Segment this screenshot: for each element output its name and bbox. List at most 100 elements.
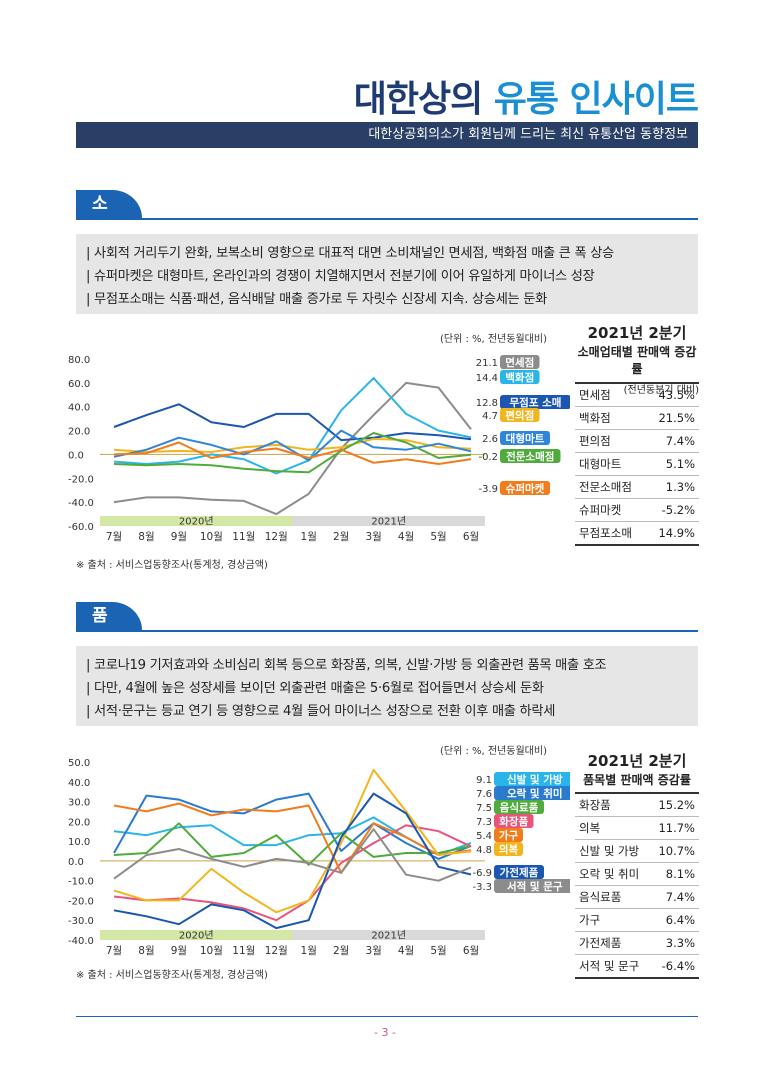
section2-table-year: 2021년 2분기 [587, 752, 687, 770]
section1-table-year: 2021년 2분기 [587, 324, 687, 342]
series-line [113, 792, 472, 930]
series-end-value: -6.9 [472, 868, 492, 879]
retail-table-value: 21.5% [646, 406, 699, 430]
section2-summary-line: | 다만, 4월에 높은 성장세를 보이던 외출관련 매출은 5·6월로 접어들… [86, 681, 544, 696]
retail-table-label: 슈퍼마켓 [575, 498, 647, 522]
y-tick-label: 0.0 [68, 857, 84, 868]
series-legend-badge [494, 772, 570, 786]
series-end-value: 7.3 [476, 817, 492, 828]
series-line [113, 822, 472, 866]
retail-table-label: 전문소매점 [575, 475, 647, 499]
series-end-value: -0.2 [478, 452, 498, 463]
y-tick-label: -30.0 [68, 916, 94, 927]
retail-table-value: 43.5% [646, 382, 699, 407]
x-tick-label: 5월 [430, 531, 446, 543]
product-table-row: 신발 및 가방 10.7% [575, 839, 699, 863]
retail-table-row: 전문소매점 1.3% [575, 475, 699, 499]
series-end-value: 4.8 [476, 845, 492, 856]
section2-summary: | 코로나19 기저효과와 소비심리 회복 등으로 화장품, 의복, 신발·가방… [76, 646, 698, 726]
x-tick-label: 7월 [106, 531, 122, 543]
page-number: - 3 - [374, 1026, 396, 1039]
series-name: 편의점 [505, 409, 534, 422]
retail-table-label: 대형마트 [575, 452, 647, 476]
y-tick-label: -60.0 [68, 522, 94, 533]
x-tick-label: 6월 [463, 945, 479, 957]
product-table-label: 가구 [575, 908, 650, 932]
series-name: 오락 및 취미 [507, 787, 563, 800]
retail-table-value: -5.2% [646, 498, 699, 522]
series-line [113, 828, 472, 882]
series-line [113, 792, 472, 860]
series-end-value: 2.6 [482, 434, 498, 445]
retail-table-label: 편의점 [575, 429, 647, 453]
product-table-value: 7.4% [650, 885, 699, 909]
series-legend-badge [500, 395, 570, 409]
series-name: 서적 및 문구 [507, 880, 563, 893]
section1-summary-line: | 슈퍼마켓은 대형마트, 온라인과의 경쟁이 치열해지면서 전분기에 이어 유… [86, 269, 595, 284]
product-chart: 50.0 40.0 30.0 20.0 10.0 0.0 -10.0 -20.0 -30.0 -4… [68, 758, 570, 957]
y-tick-label: -40.0 [68, 498, 94, 509]
page-title: 대한상의 유통 인사이트 [0, 70, 699, 122]
section2-unit: (단위 : %, 전년동월대비) [440, 746, 547, 757]
series-legend-badge [494, 842, 523, 856]
series-name: 가전제품 [500, 866, 539, 879]
period-bar-2020 [100, 516, 293, 526]
subtitle: 대한상공회의소가 회원님께 드리는 최신 유통산업 동향정보 [368, 127, 688, 142]
product-table-value: 6.4% [650, 908, 699, 932]
series-line [113, 429, 472, 462]
y-tick-label: 20.0 [68, 427, 90, 438]
series-legend-badge [494, 828, 523, 842]
product-table-value: 3.3% [650, 931, 699, 955]
x-tick-label: 8월 [138, 531, 154, 543]
period-label: 2020년 [179, 516, 214, 528]
series-name: 전문소매점 [506, 450, 554, 463]
x-tick-label: 11월 [232, 531, 255, 543]
section2-divider [76, 630, 698, 632]
product-table-value: -6.4% [650, 954, 699, 979]
series-line [113, 802, 472, 874]
series-name: 의복 [499, 843, 519, 856]
product-table-row: 가구 6.4% [575, 908, 699, 932]
y-tick-label: 30.0 [68, 798, 90, 809]
page-title-part1: 대한상의 [353, 79, 483, 120]
x-tick-label: 9월 [171, 945, 187, 957]
section2-summary-line: | 서적·문구는 등교 연기 등 영향으로 4월 들어 마이너스 성장으로 전환… [86, 704, 556, 719]
product-table-row: 화장품 15.2% [575, 792, 699, 817]
product-table-label: 서적 및 문구 [575, 954, 650, 979]
series-line [113, 768, 472, 914]
product-table-label: 오락 및 취미 [575, 862, 650, 886]
series-name: 백화점 [505, 371, 534, 384]
series-end-value: 9.1 [476, 775, 492, 786]
retail-table-row: 대형마트 5.1% [575, 452, 699, 476]
series-line [113, 377, 472, 475]
section2-table-subtitle: 품목별 판매액 증감률 [583, 773, 691, 787]
x-tick-label: 12월 [265, 945, 288, 957]
x-tick-label: 3월 [365, 531, 381, 543]
series-legend-badge [494, 865, 544, 879]
product-table-row: 서적 및 문구 -6.4% [575, 954, 699, 979]
y-tick-label: 50.0 [68, 758, 90, 769]
series-legend-badge [500, 449, 561, 463]
x-tick-label: 12월 [265, 531, 288, 543]
y-tick-label: 80.0 [68, 355, 90, 366]
series-end-value: -3.3 [472, 882, 492, 893]
retail-table-row: 편의점 7.4% [575, 429, 699, 453]
series-legend-badge [500, 355, 540, 369]
section2-source: ※ 출처 : 서비스업동향조사(통계청, 경상금액) [76, 970, 268, 981]
series-legend-badge [494, 786, 570, 800]
period-bar-2021 [292, 516, 485, 526]
series-name: 음식료품 [500, 801, 539, 814]
y-tick-label: 40.0 [68, 403, 90, 414]
retail-table-value: 1.3% [646, 475, 699, 499]
series-legend-badge [494, 800, 544, 814]
series-line [113, 437, 472, 453]
series-legend-badge [494, 814, 534, 828]
section1-summary-line: | 무점포소매는 식품·패션, 음식배달 매출 증가로 두 자릿수 신장세 지속… [86, 292, 547, 307]
section2-table: 화장품 15.2% 의복 11.7% 신발 및 가방 10.7% 오락 및 취미 8.1% 음식… [575, 792, 699, 979]
section1-summary-line: | 사회적 거리두기 완화, 보복소비 영향으로 대표적 대면 소비채널인 면세… [86, 246, 614, 261]
series-name: 슈퍼마켓 [506, 482, 545, 495]
section1-source: ※ 출처 : 서비스업동향조사(통계청, 경상금액) [76, 560, 268, 571]
retail-table-row: 슈퍼마켓 -5.2% [575, 498, 699, 522]
x-tick-label: 3월 [365, 945, 381, 957]
product-table-row: 의복 11.7% [575, 816, 699, 840]
